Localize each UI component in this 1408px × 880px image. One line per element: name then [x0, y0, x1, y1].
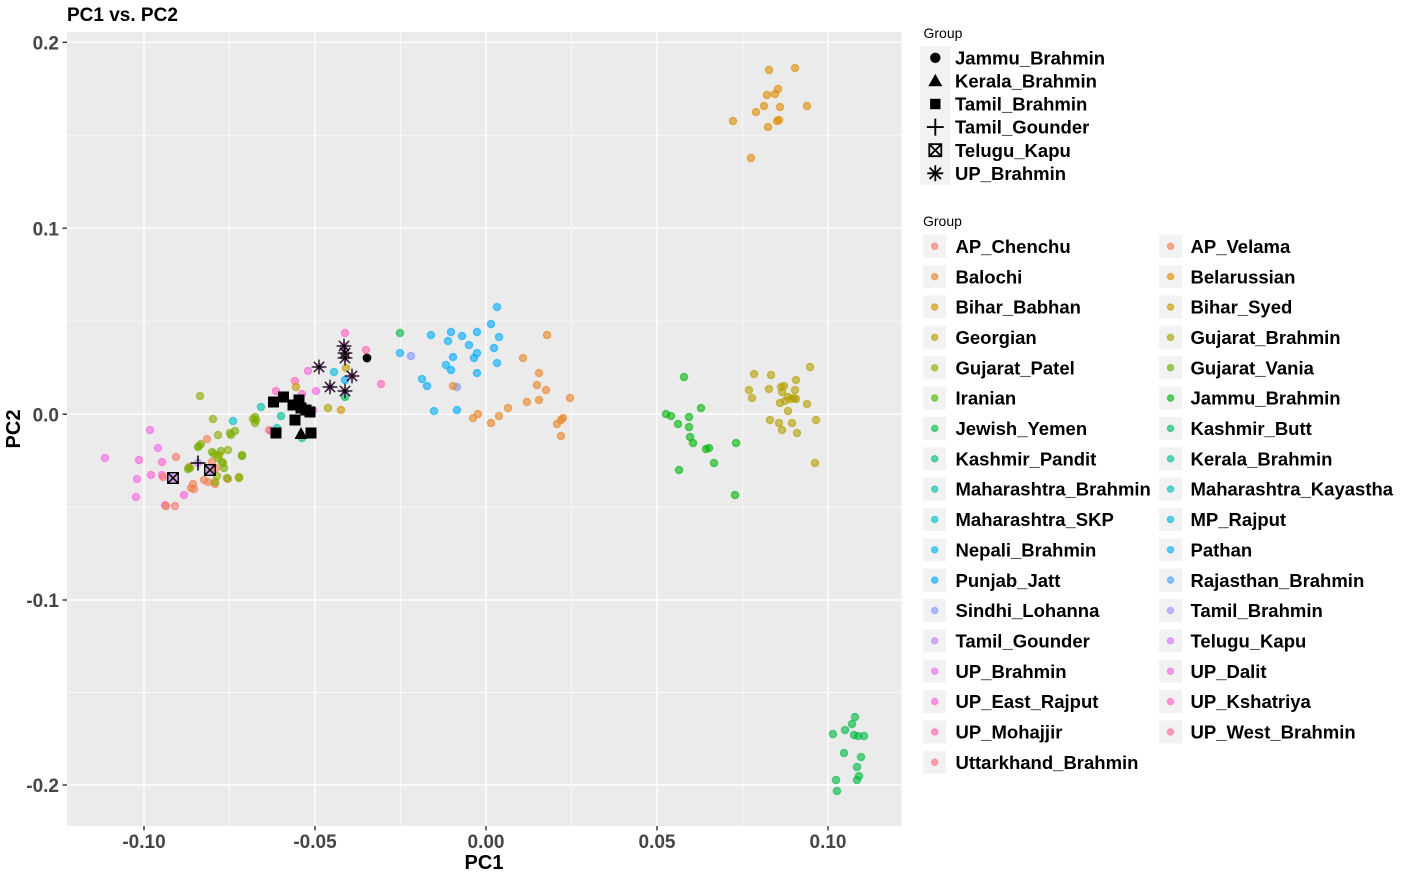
- svg-text:Kashmir_Butt: Kashmir_Butt: [1191, 418, 1312, 439]
- svg-text:Pathan: Pathan: [1191, 539, 1253, 560]
- svg-text:-0.05: -0.05: [293, 832, 337, 853]
- svg-text:Tamil_Brahmin: Tamil_Brahmin: [955, 94, 1087, 115]
- svg-text:UP_East_Rajput: UP_East_Rajput: [956, 691, 1099, 712]
- svg-text:PC1 vs. PC2: PC1 vs. PC2: [67, 5, 178, 26]
- svg-text:Rajasthan_Brahmin: Rajasthan_Brahmin: [1191, 570, 1365, 591]
- svg-text:Maharashtra_Kayastha: Maharashtra_Kayastha: [1191, 479, 1394, 500]
- svg-text:PC2: PC2: [3, 410, 25, 449]
- svg-text:UP_Brahmin: UP_Brahmin: [956, 661, 1067, 682]
- svg-text:Jammu_Brahmin: Jammu_Brahmin: [1191, 388, 1341, 409]
- svg-text:Bihar_Syed: Bihar_Syed: [1191, 297, 1293, 318]
- svg-text:UP_Brahmin: UP_Brahmin: [955, 163, 1066, 184]
- svg-text:Bihar_Babhan: Bihar_Babhan: [956, 297, 1081, 318]
- svg-text:0.1: 0.1: [33, 219, 60, 240]
- svg-text:-0.2: -0.2: [26, 776, 59, 797]
- svg-text:Kashmir_Pandit: Kashmir_Pandit: [956, 448, 1097, 469]
- svg-text:AP_Chenchu: AP_Chenchu: [956, 236, 1071, 257]
- svg-text:0.00: 0.00: [468, 832, 505, 853]
- svg-text:Uttarkhand_Brahmin: Uttarkhand_Brahmin: [956, 752, 1139, 773]
- svg-text:AP_Velama: AP_Velama: [1191, 236, 1291, 257]
- svg-text:Maharashtra_Brahmin: Maharashtra_Brahmin: [956, 479, 1151, 500]
- svg-text:0.2: 0.2: [33, 34, 59, 55]
- svg-text:UP_Dalit: UP_Dalit: [1191, 661, 1267, 682]
- svg-text:Balochi: Balochi: [956, 266, 1023, 287]
- svg-text:Gujarat_Vania: Gujarat_Vania: [1191, 357, 1315, 378]
- svg-text:Tamil_Gounder: Tamil_Gounder: [955, 117, 1089, 138]
- svg-text:0.0: 0.0: [33, 405, 59, 426]
- svg-text:Jewish_Yemen: Jewish_Yemen: [956, 418, 1088, 439]
- svg-text:Georgian: Georgian: [956, 327, 1037, 348]
- svg-text:Gujarat_Brahmin: Gujarat_Brahmin: [1191, 327, 1341, 348]
- svg-text:Group: Group: [923, 213, 962, 229]
- svg-text:UP_Mohajjir: UP_Mohajjir: [956, 722, 1063, 743]
- svg-text:Sindhi_Lohanna: Sindhi_Lohanna: [956, 600, 1101, 621]
- svg-text:0.10: 0.10: [810, 832, 847, 853]
- svg-text:UP_Kshatriya: UP_Kshatriya: [1191, 691, 1312, 712]
- svg-text:Telugu_Kapu: Telugu_Kapu: [955, 140, 1071, 161]
- svg-text:Tamil_Gounder: Tamil_Gounder: [956, 630, 1090, 651]
- svg-text:Nepali_Brahmin: Nepali_Brahmin: [956, 539, 1097, 560]
- svg-text:Belarussian: Belarussian: [1191, 266, 1296, 287]
- svg-text:Iranian: Iranian: [956, 388, 1017, 409]
- svg-text:Tamil_Brahmin: Tamil_Brahmin: [1191, 600, 1323, 621]
- svg-text:PC1: PC1: [465, 852, 504, 874]
- svg-text:Group: Group: [924, 25, 963, 41]
- svg-text:Telugu_Kapu: Telugu_Kapu: [1191, 630, 1307, 651]
- svg-text:Maharashtra_SKP: Maharashtra_SKP: [956, 509, 1114, 530]
- svg-text:-0.1: -0.1: [26, 591, 59, 612]
- svg-text:Kerala_Brahmin: Kerala_Brahmin: [1191, 448, 1333, 469]
- svg-text:UP_West_Brahmin: UP_West_Brahmin: [1191, 722, 1356, 743]
- svg-text:-0.10: -0.10: [122, 832, 165, 853]
- svg-text:Kerala_Brahmin: Kerala_Brahmin: [955, 71, 1097, 92]
- svg-text:0.05: 0.05: [639, 832, 676, 853]
- svg-text:Jammu_Brahmin: Jammu_Brahmin: [955, 47, 1105, 68]
- svg-text:MP_Rajput: MP_Rajput: [1191, 509, 1287, 530]
- svg-text:Punjab_Jatt: Punjab_Jatt: [956, 570, 1061, 591]
- svg-text:Gujarat_Patel: Gujarat_Patel: [956, 357, 1075, 378]
